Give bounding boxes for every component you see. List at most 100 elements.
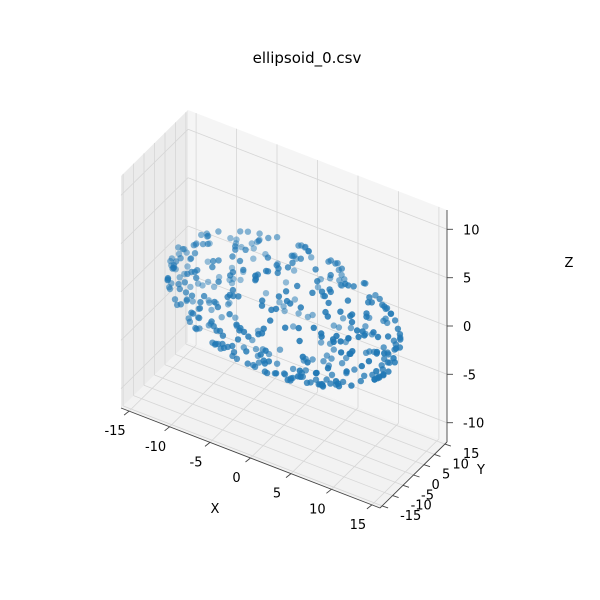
data-point <box>193 325 200 333</box>
data-point <box>324 313 331 320</box>
data-point <box>287 375 295 382</box>
data-point <box>379 301 386 308</box>
data-point <box>187 283 194 291</box>
data-point <box>224 293 231 301</box>
data-point <box>184 263 191 270</box>
data-point <box>188 292 196 299</box>
data-point <box>209 263 216 271</box>
data-point <box>171 296 179 303</box>
data-point <box>287 300 294 307</box>
data-point <box>208 306 215 314</box>
data-point <box>200 292 208 300</box>
y-tick-label: -10 <box>411 499 432 514</box>
data-point <box>214 303 222 311</box>
x-tick-mark <box>123 410 130 416</box>
data-point <box>273 360 281 367</box>
data-point <box>233 355 241 362</box>
data-point <box>370 329 377 336</box>
data-point <box>176 274 183 281</box>
x-axis-label: X <box>211 502 220 517</box>
data-point <box>237 228 244 235</box>
data-point <box>338 360 346 367</box>
data-point <box>197 299 204 306</box>
grid-z-wall <box>120 225 189 293</box>
data-point <box>328 355 335 362</box>
data-point <box>337 338 344 345</box>
data-point <box>381 350 388 357</box>
data-point <box>379 366 386 373</box>
data-point <box>244 228 252 235</box>
data-point <box>227 272 234 279</box>
y-tick-label: -5 <box>421 488 434 503</box>
data-point <box>296 367 303 374</box>
data-point <box>327 380 334 387</box>
data-point <box>360 279 368 287</box>
z-tick-label: -5 <box>463 368 476 383</box>
data-point <box>309 289 316 296</box>
data-point <box>176 285 183 293</box>
data-point <box>366 348 373 355</box>
data-point <box>189 298 196 305</box>
data-point <box>219 332 227 339</box>
data-point <box>358 362 365 370</box>
x-tick-label: 5 <box>273 487 281 502</box>
data-point <box>179 245 186 253</box>
data-point <box>250 255 257 262</box>
data-point <box>243 348 250 355</box>
data-point <box>296 337 303 345</box>
data-point <box>210 257 217 265</box>
data-point <box>295 324 302 332</box>
data-point <box>346 350 353 357</box>
data-point <box>175 280 182 288</box>
data-point <box>204 278 212 286</box>
chart-title: ellipsoid_0.csv <box>253 49 362 68</box>
data-point <box>357 377 364 385</box>
y-tick-label: 5 <box>442 468 450 483</box>
grid-z-wall <box>120 129 189 196</box>
y-tick-mark <box>423 464 431 468</box>
data-point <box>251 363 259 370</box>
data-point <box>384 333 392 340</box>
data-point <box>343 354 350 362</box>
data-point <box>227 235 234 242</box>
data-point <box>265 234 272 242</box>
data-point <box>258 302 266 309</box>
x-tick-mark <box>204 442 211 447</box>
data-point <box>317 339 325 346</box>
z-tick-label: -10 <box>463 417 484 432</box>
data-point <box>363 313 370 320</box>
data-point <box>371 376 378 383</box>
data-point <box>305 248 312 255</box>
data-point <box>391 317 399 324</box>
data-point <box>325 299 332 307</box>
data-point <box>330 322 337 329</box>
data-point <box>318 333 325 340</box>
data-point <box>206 299 213 306</box>
data-point <box>320 358 327 365</box>
data-point <box>373 368 380 375</box>
data-point <box>215 278 222 285</box>
grid-z-wall <box>120 322 189 389</box>
grid-y-floor <box>133 395 393 496</box>
data-point <box>309 311 316 319</box>
grid-lines <box>120 112 448 507</box>
data-point <box>252 345 260 353</box>
data-point <box>284 264 292 271</box>
y-tick-mark <box>392 495 399 499</box>
data-point <box>297 373 304 380</box>
x-tick-mark <box>164 426 170 432</box>
x-tick-mark <box>285 473 292 478</box>
data-point <box>242 246 249 253</box>
y-tick-mark <box>434 453 441 457</box>
data-point <box>232 246 239 253</box>
z-axis-label: Z <box>565 256 574 271</box>
data-point <box>194 267 201 274</box>
data-point <box>294 282 301 290</box>
data-point <box>183 296 191 303</box>
y-axis-label: Y <box>476 463 485 478</box>
data-point <box>252 277 259 284</box>
data-point <box>256 230 263 237</box>
data-point <box>289 259 296 266</box>
data-point <box>335 324 343 331</box>
data-point <box>291 296 299 303</box>
